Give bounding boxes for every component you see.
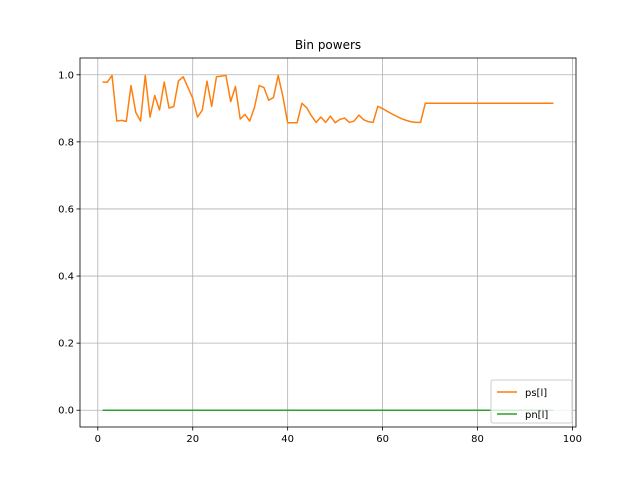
- x-tick-label: 0: [95, 434, 101, 445]
- y-tick-label: 0.8: [58, 137, 74, 148]
- ticks: 0 20 40 60 80 100 0.0 0.2 0.4 0.6 0.8 1.0: [58, 70, 582, 445]
- x-tick-label: 80: [471, 434, 484, 445]
- chart-title: Bin powers: [295, 38, 361, 52]
- y-tick-label: 0.0: [58, 406, 74, 417]
- y-tick-label: 0.4: [58, 272, 74, 283]
- legend-label: ps[l]: [525, 388, 547, 399]
- series-line-1: [102, 74, 554, 124]
- y-tick-label: 0.6: [58, 204, 74, 215]
- x-tick-label: 60: [376, 434, 389, 445]
- legend-label: pn[l]: [525, 410, 548, 421]
- x-tick-label: 20: [186, 434, 199, 445]
- plot-frame: [79, 57, 577, 428]
- x-tick-label: 40: [281, 434, 294, 445]
- series-lines: [102, 74, 554, 411]
- legend-box: [490, 379, 573, 424]
- y-tick-label: 1.0: [58, 70, 74, 81]
- x-tick-label: 100: [563, 434, 582, 445]
- legend: ps[l] pn[l]: [490, 379, 573, 424]
- y-tick-label: 0.2: [58, 339, 74, 350]
